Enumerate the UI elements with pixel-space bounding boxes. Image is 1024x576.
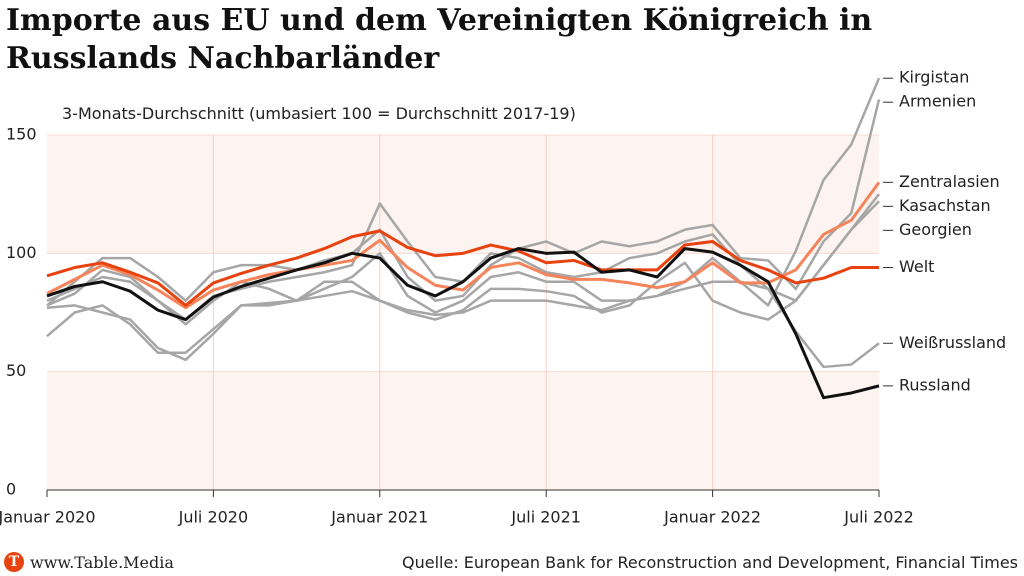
- legend-label: Georgien: [899, 220, 972, 239]
- series-line: [46, 181, 881, 310]
- x-tick-label: Januar 2020: [0, 508, 96, 527]
- legend-label: Weißrussland: [899, 333, 1006, 352]
- logo: T: [4, 552, 24, 572]
- legend-label: Zentralasien: [899, 172, 1000, 191]
- x-tick-label: Juli 2021: [510, 508, 581, 527]
- y-tick-label: 0: [6, 480, 16, 499]
- legend-label: Russland: [899, 375, 971, 394]
- chart-title: Importe aus EU und dem Vereinigten König…: [6, 3, 873, 76]
- legend-label: Armenien: [899, 92, 976, 111]
- y-tick-label: 150: [6, 125, 37, 144]
- series-line: [46, 200, 880, 354]
- chart-subtitle: 3-Monats-Durchschnitt (umbasiert 100 = D…: [62, 104, 576, 123]
- x-tick-label: Januar 2022: [663, 508, 761, 527]
- x-tick-label: Januar 2021: [330, 508, 428, 527]
- series-line: [46, 229, 879, 307]
- y-tick-label: 50: [6, 361, 26, 380]
- series-line: [46, 99, 881, 307]
- band: [47, 371, 879, 490]
- source: Quelle: European Bank for Reconstruction…: [402, 553, 1018, 572]
- x-tick-label: Juli 2020: [178, 508, 249, 527]
- brand: www.Table.Media: [30, 553, 174, 572]
- legend-label: Kirgistan: [899, 68, 969, 87]
- band: [47, 135, 879, 254]
- legend-label: Kasachstan: [899, 196, 991, 215]
- x-tick-label: Juli 2022: [843, 508, 914, 527]
- series-line: [46, 247, 880, 400]
- legend-label: Welt: [899, 257, 934, 276]
- y-tick-label: 100: [6, 243, 37, 262]
